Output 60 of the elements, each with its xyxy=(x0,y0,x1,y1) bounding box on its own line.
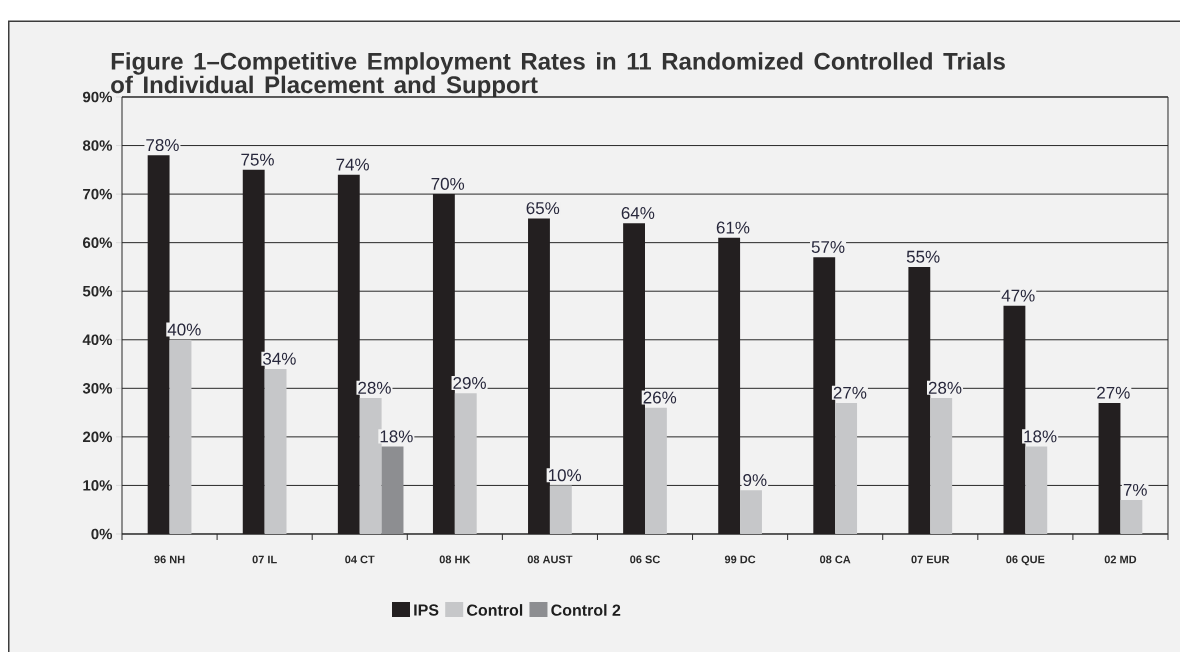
data-label: 27% xyxy=(833,386,867,399)
data-label: 10% xyxy=(548,469,582,482)
data-label: 40% xyxy=(167,323,201,336)
bar xyxy=(1120,500,1143,534)
y-tick-label: 10% xyxy=(83,480,113,491)
bar xyxy=(740,490,762,534)
data-label: 28% xyxy=(928,381,962,394)
data-label: 78% xyxy=(146,139,179,152)
bar xyxy=(1025,446,1048,534)
x-tick-label: 06 SC xyxy=(630,555,660,564)
x-tick-label: 06 QUE xyxy=(1006,555,1045,566)
x-tick-label: 02 MD xyxy=(1104,555,1137,564)
x-tick-label: 96 NH xyxy=(154,555,185,564)
y-tick-label: 90% xyxy=(82,91,113,103)
y-tick-label: 0% xyxy=(91,528,113,540)
bar xyxy=(835,402,858,534)
data-label: 57% xyxy=(811,241,845,254)
data-label: 61% xyxy=(716,221,750,234)
data-label: 28% xyxy=(358,381,391,394)
bar xyxy=(549,485,572,534)
y-tick-label: 70% xyxy=(83,188,113,200)
bar xyxy=(381,446,404,534)
chart-title: Figure 1–Competitive Employment Rates in 11 Randomized Controlled Trials of Individual Placement and Support xyxy=(111,52,1005,99)
legend-label: Control 2 xyxy=(551,604,621,616)
x-tick-label: 99 DC xyxy=(724,555,756,564)
y-tick-label: 60% xyxy=(83,237,113,248)
data-label: 27% xyxy=(1097,386,1130,399)
data-label: 34% xyxy=(263,352,296,365)
y-tick-label: 50% xyxy=(82,285,113,297)
data-label: 70% xyxy=(431,177,465,190)
data-label: 55% xyxy=(906,250,940,263)
bar xyxy=(645,407,667,534)
x-tick-label: 08 CA xyxy=(820,555,851,564)
y-tick-label: 40% xyxy=(82,334,113,346)
data-label: 26% xyxy=(643,391,677,404)
y-tick-label: 80% xyxy=(82,140,113,151)
x-tick-label: 07 EUR xyxy=(911,555,950,564)
y-tick-label: 20% xyxy=(82,431,113,443)
bar xyxy=(264,368,287,534)
bar xyxy=(930,398,953,534)
legend-label: Control xyxy=(467,604,523,616)
data-label: 64% xyxy=(621,207,655,220)
y-tick-label: 30% xyxy=(82,383,113,394)
data-label: 47% xyxy=(1001,289,1035,302)
data-label: 18% xyxy=(1024,430,1057,443)
x-tick-label: 04 CT xyxy=(345,555,375,564)
data-label: 7% xyxy=(1123,483,1147,496)
data-label: 65% xyxy=(526,202,560,215)
bar xyxy=(169,339,192,534)
x-tick-label: 08 HK xyxy=(439,555,471,564)
x-tick-label: 08 AUST xyxy=(527,555,573,564)
legend-label: IPS xyxy=(414,604,439,616)
data-label: 74% xyxy=(336,158,369,171)
bar xyxy=(454,393,477,534)
bar xyxy=(359,398,382,534)
data-label: 18% xyxy=(380,430,413,443)
data-label: 9% xyxy=(743,474,767,487)
data-label: 29% xyxy=(453,376,486,389)
x-tick-label: 07 IL xyxy=(252,555,277,564)
data-label: 75% xyxy=(241,153,274,166)
